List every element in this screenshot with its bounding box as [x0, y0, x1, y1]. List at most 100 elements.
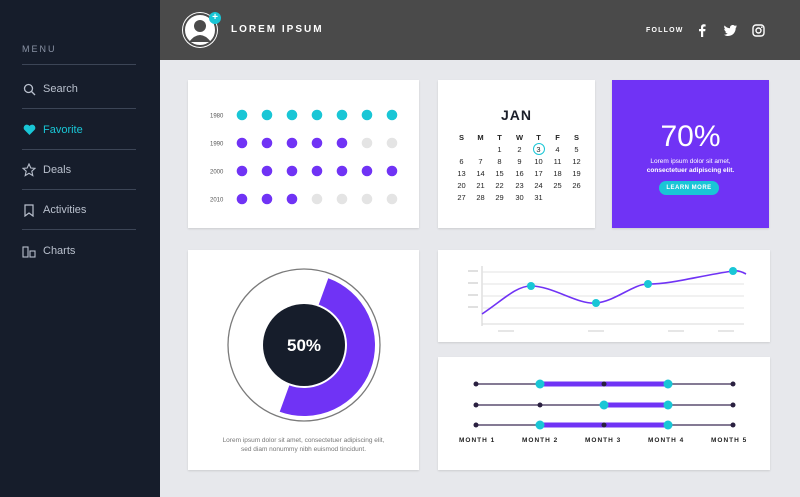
range-tick: [473, 381, 479, 387]
sidebar-item-search[interactable]: Search: [22, 78, 136, 100]
matrix-dot: [311, 109, 323, 121]
donut-card: 50% Lorem ipsum dolor sit amet, consecte…: [188, 250, 419, 470]
dot-matrix-card: 1980 1990 2000 2010: [188, 80, 419, 228]
instagram-icon[interactable]: [751, 23, 765, 37]
calendar-day[interactable]: 26: [572, 181, 581, 190]
sidebar-item-activities[interactable]: Activities: [22, 199, 136, 221]
donut-center: [263, 304, 345, 386]
range-handle[interactable]: [535, 420, 545, 430]
calendar-day[interactable]: 8: [497, 157, 502, 166]
matrix-dot: [361, 137, 373, 149]
calendar-day[interactable]: 11: [553, 157, 562, 166]
weekday-label: W: [515, 133, 524, 142]
matrix-dot: [336, 137, 348, 149]
range-handle[interactable]: [663, 400, 673, 410]
twitter-icon[interactable]: [723, 23, 737, 37]
matrix-dot: [311, 137, 323, 149]
matrix-dot: [286, 109, 298, 121]
calendar-day[interactable]: 7: [478, 157, 483, 166]
weekday-label: T: [497, 133, 502, 142]
matrix-dot: [286, 165, 298, 177]
range-tick: [730, 402, 736, 408]
range-handle[interactable]: [535, 379, 545, 389]
calendar-day[interactable]: 5: [574, 145, 579, 154]
calendar-day[interactable]: 23: [515, 181, 524, 190]
row-label: 1980: [210, 114, 224, 120]
range-tick: [730, 422, 736, 428]
calendar-card: JAN S M T W T F S 1 2 3 4 5 6 7 8 9 10 11 12 13 14 15 16 17 18 19…: [438, 80, 595, 228]
calendar-day[interactable]: 20: [457, 181, 466, 190]
calendar-day[interactable]: 21: [476, 181, 485, 190]
calendar-day[interactable]: 31: [534, 193, 543, 202]
tick-placeholder: [468, 306, 478, 308]
calendar-day[interactable]: 9: [517, 157, 522, 166]
matrix-dot: [386, 137, 398, 149]
calendar-day[interactable]: 22: [495, 181, 504, 190]
add-account-icon[interactable]: +: [209, 12, 221, 24]
sidebar-item-charts[interactable]: Charts: [22, 240, 136, 262]
calendar-day[interactable]: 17: [534, 169, 543, 178]
percent-card: 70% Lorem ipsum dolor sit amet, consecte…: [612, 80, 769, 228]
matrix-dot: [386, 193, 398, 205]
calendar-day[interactable]: 2: [517, 145, 522, 154]
range-handle[interactable]: [663, 420, 673, 430]
matrix-dot: [286, 193, 298, 205]
tick-placeholder: [498, 330, 514, 332]
facebook-icon[interactable]: [695, 23, 709, 37]
range-tick: [473, 402, 479, 408]
month-label: MONTH 4: [648, 437, 685, 444]
sidebar-item-deals[interactable]: Deals: [22, 159, 136, 181]
calendar-day[interactable]: 28: [476, 193, 485, 202]
matrix-dot: [261, 165, 273, 177]
learn-more-button[interactable]: LEARN MORE: [659, 181, 719, 195]
bar-chart-icon: [22, 244, 36, 258]
divider: [22, 108, 136, 109]
data-point[interactable]: [592, 299, 600, 307]
calendar-day[interactable]: 16: [515, 169, 524, 178]
line-chart: [468, 266, 747, 332]
calendar-day[interactable]: 29: [495, 193, 504, 202]
sidebar-item-label: Search: [43, 83, 78, 95]
brand-title: LOREM IPSUM: [231, 24, 324, 35]
weekday-label: S: [458, 133, 464, 142]
top-header: + LOREM IPSUM FOLLOW: [160, 0, 800, 60]
range-handle[interactable]: [599, 400, 609, 410]
calendar-day[interactable]: 15: [495, 169, 504, 178]
calendar-day[interactable]: 6: [459, 157, 464, 166]
range-tick: [473, 422, 479, 428]
calendar-day[interactable]: 4: [555, 145, 560, 154]
calendar-day[interactable]: 10: [534, 157, 543, 166]
calendar-day[interactable]: 19: [572, 169, 581, 178]
range-handle[interactable]: [663, 379, 673, 389]
calendar-day[interactable]: 1: [497, 145, 502, 154]
tick-placeholder: [468, 282, 478, 284]
data-point[interactable]: [644, 280, 652, 288]
matrix-dot: [311, 193, 323, 205]
matrix-dot: [236, 109, 248, 121]
calendar-day[interactable]: 3: [536, 145, 541, 154]
calendar-day[interactable]: 14: [476, 169, 485, 178]
calendar-day[interactable]: 25: [553, 181, 562, 190]
tick-placeholder: [718, 330, 734, 332]
matrix-dot: [236, 193, 248, 205]
matrix-dot: [336, 165, 348, 177]
donut-value: 50%: [287, 336, 321, 355]
calendar-day[interactable]: 30: [515, 193, 524, 202]
donut-chart: 50%: [227, 268, 381, 422]
calendar-day[interactable]: 27: [457, 193, 466, 202]
range-tick: [601, 422, 607, 428]
sidebar-item-label: Deals: [43, 164, 72, 176]
calendar-day[interactable]: 18: [553, 169, 562, 178]
data-point[interactable]: [729, 267, 737, 275]
data-point[interactable]: [527, 282, 535, 290]
calendar-day[interactable]: 13: [457, 169, 466, 178]
tick-placeholder: [668, 330, 684, 332]
calendar-day[interactable]: 12: [572, 157, 581, 166]
matrix-dot: [386, 109, 398, 121]
calendar-day[interactable]: 24: [534, 181, 543, 190]
month-label: MONTH 2: [522, 437, 559, 444]
percent-value: 70%: [660, 120, 721, 153]
search-icon: [22, 82, 36, 96]
sidebar-item-favorite[interactable]: Favorite: [22, 119, 136, 141]
matrix-dot: [336, 193, 348, 205]
